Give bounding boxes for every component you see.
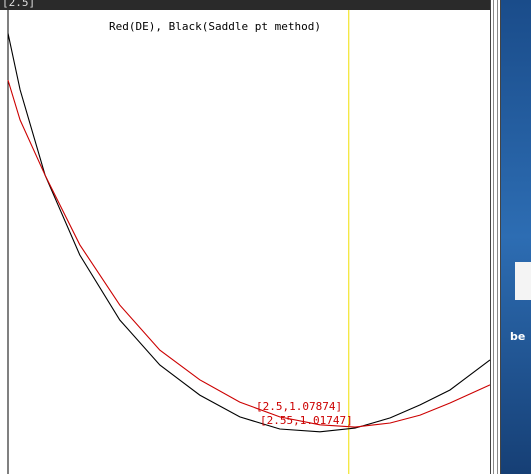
side-text: be — [510, 330, 525, 343]
desktop-icon — [515, 262, 531, 300]
window-border — [490, 0, 500, 474]
top-bar — [0, 0, 531, 10]
annotation: [2.55,1.01747] — [260, 414, 353, 427]
chart-title: Red(DE), Black(Saddle pt method) — [109, 20, 321, 33]
page: {"top_text": "[2.5]", "side_text": "be",… — [0, 0, 531, 474]
desktop — [501, 0, 531, 474]
annotation: [2.5,1.07874] — [256, 400, 342, 413]
screen: [2.5] be Red(DE), Black(Saddle pt method… — [0, 0, 531, 474]
top-text: [2.5] — [2, 0, 35, 9]
